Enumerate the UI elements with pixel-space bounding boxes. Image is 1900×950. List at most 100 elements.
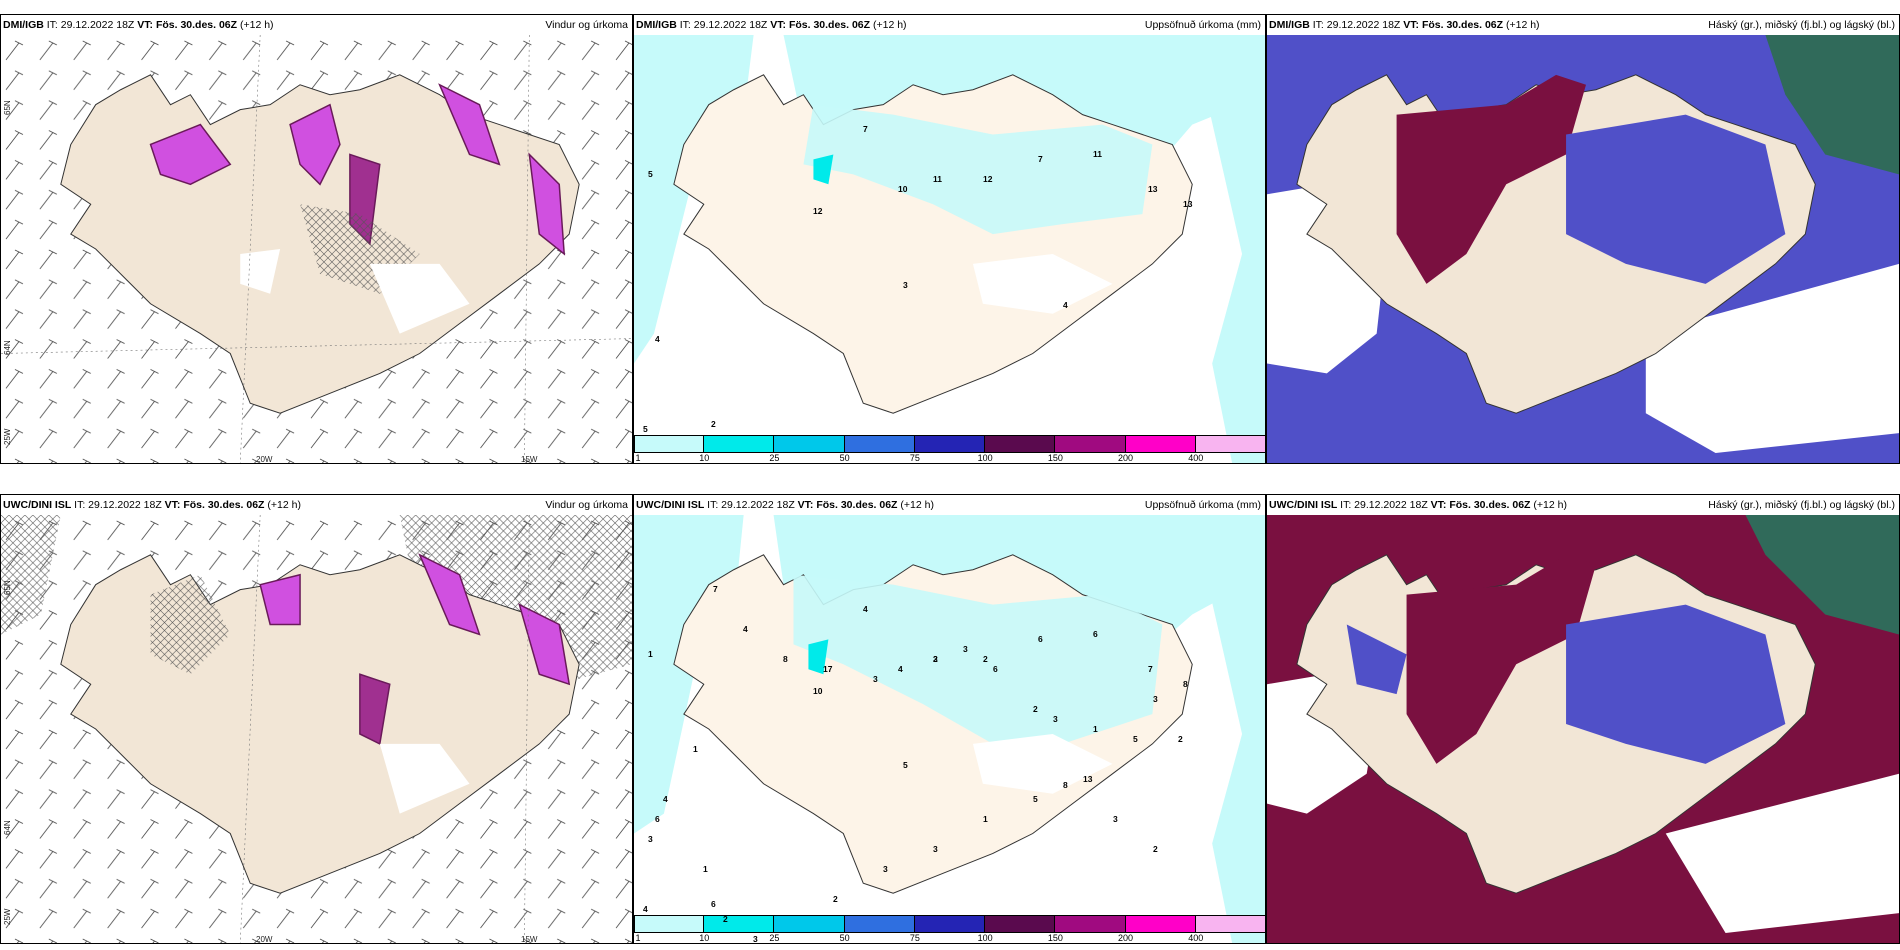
lead-time: (+12 h) xyxy=(267,499,301,511)
colorbar-swatch xyxy=(844,435,915,453)
precip-value-label: 2 xyxy=(983,654,988,664)
panel-product-title: Vindur og úrkoma xyxy=(545,19,628,31)
precip-value-label: 17 xyxy=(823,664,833,674)
colorbar-tick-label: 50 xyxy=(839,453,850,463)
init-time: IT: 29.12.2022 18Z xyxy=(1312,19,1401,31)
precip-value-label: 3 xyxy=(648,834,653,844)
precip-value-label: 8 xyxy=(783,654,788,664)
panel-cloud-uwc: UWC/DINI ISL IT: 29.12.2022 18Z VT: Fös.… xyxy=(1266,494,1900,944)
precip-value-label: 7 xyxy=(713,584,718,594)
colorbar-swatch xyxy=(774,915,845,933)
precip-value-label: 4 xyxy=(663,794,668,804)
valid-time-label: VT: xyxy=(1403,19,1420,31)
precip-value-label: 5 xyxy=(643,424,648,434)
valid-time-label: VT: xyxy=(797,499,814,511)
colorbar-tick-label: 75 xyxy=(909,933,920,943)
colorbar-swatch xyxy=(985,915,1056,933)
precip-value-label: 3 xyxy=(1113,814,1118,824)
precip-value-label: 7 xyxy=(1038,154,1043,164)
init-time: IT: 29.12.2022 18Z xyxy=(46,19,135,31)
valid-time: Fös. 30.des. 06Z xyxy=(1449,499,1531,511)
precip-value-label: 2 xyxy=(1033,704,1038,714)
colorbar-tick-label: 25 xyxy=(769,453,780,463)
colorbar-swatch xyxy=(985,435,1056,453)
colorbar-swatch xyxy=(1055,915,1126,933)
lead-time: (+12 h) xyxy=(1505,19,1540,31)
lead-time: (+12 h) xyxy=(900,499,934,511)
lat-label-64n: 64N xyxy=(3,340,12,355)
colorbar-swatch xyxy=(634,435,705,453)
accum-precip-map xyxy=(634,35,1265,463)
valid-time-label: VT: xyxy=(137,19,154,31)
precip-value-label: 4 xyxy=(655,334,660,344)
lat-label-64n: 64N xyxy=(3,820,12,835)
precip-value-label: 1 xyxy=(1093,724,1098,734)
precip-value-label: 5 xyxy=(1133,734,1138,744)
colorbar-swatch xyxy=(914,915,986,933)
cloud-cover-map xyxy=(1267,515,1899,943)
colorbar-tick-label: 1 xyxy=(635,933,641,943)
panel-product-title: Uppsöfnuð úrkoma (mm) xyxy=(1144,19,1261,31)
valid-time-label: VT: xyxy=(770,19,787,31)
lon-label-20w: 20W xyxy=(256,455,273,464)
model-name: UWC/DINI ISL xyxy=(1269,499,1338,511)
init-time: IT: 29.12.2022 18Z xyxy=(679,19,768,31)
precip-value-label: 6 xyxy=(711,899,716,909)
precip-value-label: 5 xyxy=(648,169,653,179)
valid-time: Fös. 30.des. 06Z xyxy=(155,19,238,31)
precip-value-label: 4 xyxy=(898,664,903,674)
valid-time: Fös. 30.des. 06Z xyxy=(788,19,871,31)
panel-product-title: Háský (gr.), miðský (fj.bl.) og lágský (… xyxy=(1708,19,1895,31)
lat-label-65n: 65N xyxy=(3,580,12,595)
precip-value-label: 13 xyxy=(1083,774,1093,784)
init-time: IT: 29.12.2022 18Z xyxy=(74,499,162,511)
precip-value-label: 7 xyxy=(1148,664,1153,674)
accum-precip-map xyxy=(634,515,1265,943)
colorbar-swatch xyxy=(1195,435,1265,453)
colorbar-swatch xyxy=(704,435,775,453)
precip-value-label: 10 xyxy=(813,686,823,696)
panel-product-title: Háský (gr.), miðský (fj.bl.) og lágský (… xyxy=(1708,499,1895,511)
panel-wind-precip-dmi: DMI/IGB IT: 29.12.2022 18Z VT: Fös. 30.d… xyxy=(0,14,633,464)
precip-value-label: 6 xyxy=(655,814,660,824)
precip-value-label: 3 xyxy=(753,934,758,944)
precip-value-label: 6 xyxy=(1093,629,1098,639)
colorbar-tick-label: 150 xyxy=(1047,933,1063,943)
panel-wind-precip-uwc: UWC/DINI ISL IT: 29.12.2022 18Z VT: Fös.… xyxy=(0,494,633,944)
precip-value-label: 13 xyxy=(1183,199,1193,209)
colorbar-swatch xyxy=(1055,435,1126,453)
precip-value-label: 2 xyxy=(711,419,716,429)
wind-precip-map xyxy=(1,515,632,943)
colorbar-tick-label: 400 xyxy=(1188,933,1204,943)
precip-colorbar: 1 10 25 50 75 100 150 200 400 xyxy=(634,435,1265,463)
valid-time-label: VT: xyxy=(1430,499,1447,511)
precip-value-label: 13 xyxy=(1148,184,1158,194)
colorbar-tick-label: 75 xyxy=(909,453,920,463)
precip-value-label: 12 xyxy=(813,206,823,216)
precip-value-label: 6 xyxy=(1038,634,1043,644)
precip-value-label: 2 xyxy=(1178,734,1183,744)
precip-value-label: 10 xyxy=(898,184,908,194)
wind-precip-map xyxy=(1,35,632,463)
precip-value-label: 7 xyxy=(863,124,868,134)
precip-value-label: 1 xyxy=(648,649,653,659)
precip-value-label: 4 xyxy=(863,604,868,614)
cloud-cover-map xyxy=(1267,35,1899,463)
precip-value-label: 1 xyxy=(703,864,708,874)
colorbar-swatch xyxy=(634,915,705,933)
colorbar-swatch xyxy=(704,915,775,933)
precip-value-label: 1 xyxy=(693,744,698,754)
colorbar-tick-label: 1 xyxy=(635,453,641,463)
precip-value-label: 11 xyxy=(933,174,942,184)
precip-value-label: 1 xyxy=(983,814,988,824)
colorbar-swatch xyxy=(1195,915,1265,933)
model-name: DMI/IGB xyxy=(636,19,677,31)
precip-value-label: 11 xyxy=(1093,149,1102,159)
init-time: IT: 29.12.2022 18Z xyxy=(1340,499,1428,511)
precip-value-label: 12 xyxy=(983,174,993,184)
precip-value-label: 2 xyxy=(833,894,838,904)
colorbar-tick-label: 150 xyxy=(1047,453,1063,463)
lat-label-25w: 25W xyxy=(3,908,12,925)
lead-time: (+12 h) xyxy=(239,19,274,31)
precip-value-label: 3 xyxy=(1053,714,1058,724)
